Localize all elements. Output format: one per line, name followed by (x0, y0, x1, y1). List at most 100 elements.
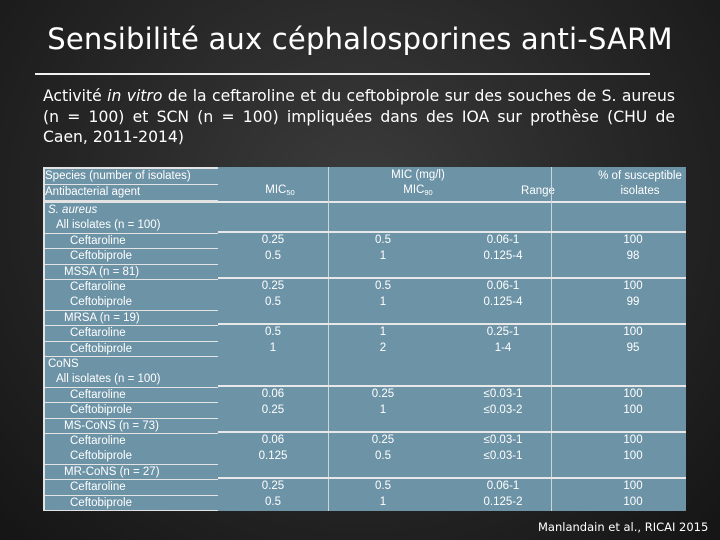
value-cell-mic50: 0.125 (258, 449, 288, 462)
value-cell-pct: 100 (623, 480, 643, 492)
header-mic-units: MIC (mg/l) (391, 169, 445, 181)
left-row: All isolates (n = 100) (45, 372, 218, 387)
value-cell-mic50: 0.25 (261, 280, 285, 292)
value-cell-pct: 100 (623, 434, 643, 446)
left-row: MR-CoNS (n = 27) (45, 464, 218, 480)
left-row: Ceftobiprole (45, 449, 218, 464)
value-cell-range: 0.125-4 (483, 249, 523, 262)
group-separator (218, 277, 686, 279)
value-cell-mic90: 1 (379, 249, 387, 262)
left-row: Ceftobiprole (45, 249, 218, 264)
left-header-species: Species (number of isolates) (45, 169, 218, 184)
value-cell-mic90: 1 (379, 495, 387, 508)
left-row: Ceftaroline (45, 387, 218, 403)
table-left-column: Species (number of isolates) Antibacteri… (43, 167, 218, 511)
value-cell-range: 0.125-2 (483, 495, 523, 508)
value-cell-mic50: 0.06 (261, 388, 285, 400)
value-cell-range: 0.25-1 (486, 326, 520, 338)
value-cell-range: 1-4 (494, 341, 512, 354)
value-cell-mic50: 0.5 (265, 326, 281, 338)
value-cell-mic90: 1 (379, 403, 387, 416)
value-cell-pct: 98 (626, 249, 640, 262)
left-row: Ceftaroline (45, 434, 218, 449)
left-row: Ceftaroline (45, 280, 218, 295)
citation: Manlandain et al., RICAI 2015 (538, 520, 709, 534)
header-mic50-sub: 50 (286, 188, 295, 197)
value-cell-range: ≤0.03-2 (483, 403, 523, 416)
header-susceptible-line1: % of susceptible (598, 170, 682, 182)
left-row: MSSA (n = 81) (45, 264, 218, 280)
value-cell-mic90: 0.25 (371, 388, 395, 400)
value-cell-mic50: 0.25 (261, 403, 285, 416)
slide-subtitle: Activité in vitro de la ceftaroline et d… (43, 86, 675, 148)
header-mic90-label: MIC (403, 184, 425, 196)
subtitle-text-italic: in vitro (107, 87, 163, 105)
title-underline (35, 73, 650, 75)
left-row: Ceftaroline (45, 326, 218, 341)
col-divider-2 (551, 167, 552, 511)
left-row: Ceftobiprole (45, 495, 218, 511)
value-cell-pct: 100 (623, 495, 643, 508)
value-cell-range: 0.06-1 (486, 234, 520, 246)
value-cell-range: ≤0.03-1 (483, 388, 523, 400)
value-cell-mic90: 1 (379, 295, 387, 308)
value-cell-mic50: 0.5 (265, 495, 281, 508)
subtitle-text-start: Activité (43, 87, 108, 105)
value-cell-mic90: 0.5 (375, 234, 391, 246)
value-cell-mic50: 0.5 (265, 249, 281, 262)
group-separator (218, 431, 686, 433)
value-cell-pct: 100 (623, 234, 643, 246)
table-body-band (218, 201, 686, 511)
value-cell-range: 0.125-4 (483, 295, 523, 308)
header-mic50: MIC50 (260, 184, 300, 199)
value-cell-mic50: 0.25 (261, 480, 285, 492)
header-mic50-label: MIC (265, 184, 287, 196)
value-cell-range: 0.06-1 (486, 480, 520, 492)
value-cell-mic90: 2 (379, 341, 387, 354)
value-cell-pct: 100 (623, 326, 643, 338)
slide-title: Sensibilité aux céphalosporines anti-SAR… (47, 22, 673, 56)
table-header-band: MIC50 MIC (mg/l) MIC90 Range % of suscep… (218, 167, 686, 201)
left-row: CoNS (45, 357, 218, 372)
header-susceptible-line2: isolates (620, 185, 660, 197)
value-cell-mic90: 0.5 (375, 480, 391, 492)
header-mic90-sub: 90 (424, 188, 433, 197)
group-separator (218, 323, 686, 325)
left-row: S. aureus (45, 203, 218, 218)
subtitle-text-end: de la ceftaroline et du ceftobiprole sur… (43, 87, 675, 146)
value-cell-range: 0.06-1 (486, 280, 520, 292)
header-range: Range (521, 185, 555, 197)
value-cell-pct: 100 (623, 449, 643, 462)
group-separator (218, 231, 686, 233)
col-divider-1 (328, 167, 329, 511)
mic-table: Species (number of isolates) Antibacteri… (43, 167, 686, 511)
value-cell-range: ≤0.03-1 (483, 449, 523, 462)
left-row: MRSA (n = 19) (45, 310, 218, 326)
left-row: Ceftaroline (45, 480, 218, 495)
value-cell-pct: 100 (623, 403, 643, 416)
left-header-agent: Antibacterial agent (45, 185, 218, 200)
value-cell-pct: 95 (626, 341, 640, 354)
value-cell-mic90: 0.5 (375, 449, 391, 462)
value-cell-mic50: 0.06 (261, 434, 285, 446)
value-cell-pct: 100 (623, 388, 643, 400)
left-row: Ceftobiprole (45, 295, 218, 310)
value-cell-mic90: 1 (379, 326, 387, 338)
value-cell-mic90: 0.5 (375, 280, 391, 292)
value-cell-mic50: 0.5 (265, 295, 281, 308)
value-cell-mic50: 1 (269, 341, 277, 354)
group-separator (218, 477, 686, 479)
left-row: All isolates (n = 100) (45, 218, 218, 233)
value-cell-pct: 99 (626, 295, 640, 308)
group-separator (218, 385, 686, 387)
value-cell-range: ≤0.03-1 (483, 434, 523, 446)
value-cell-mic50: 0.25 (261, 234, 285, 246)
header-separator (218, 201, 686, 203)
header-mic90: MIC90 (398, 184, 438, 199)
left-row: Ceftobiprole (45, 341, 218, 357)
left-row: Ceftaroline (45, 233, 218, 249)
left-row: Ceftobiprole (45, 403, 218, 418)
value-cell-mic90: 0.25 (371, 434, 395, 446)
left-row: MS-CoNS (n = 73) (45, 418, 218, 434)
value-cell-pct: 100 (623, 280, 643, 292)
